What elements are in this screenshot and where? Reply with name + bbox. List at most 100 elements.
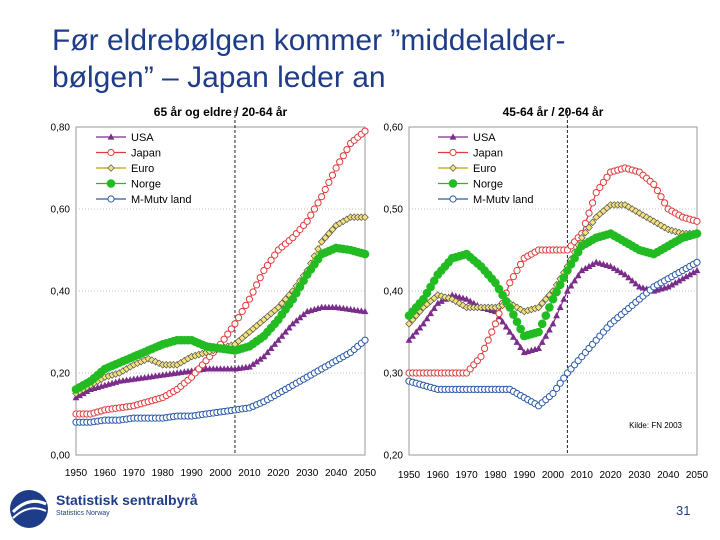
- data-point: [296, 314, 304, 321]
- y-tick-label: 0,60: [384, 123, 404, 134]
- data-point: [405, 320, 413, 328]
- x-tick-label: 2040: [657, 470, 680, 481]
- data-point: [220, 335, 228, 343]
- x-tick-label: 2000: [542, 470, 565, 481]
- data-point: [542, 295, 550, 303]
- title-line-2: bølgen” – Japan leder an: [52, 61, 386, 94]
- data-point: [516, 324, 525, 334]
- data-point: [534, 303, 543, 312]
- data-point: [549, 320, 557, 327]
- data-point: [675, 277, 683, 284]
- data-point: [282, 328, 289, 335]
- data-point: [596, 183, 604, 192]
- x-tick-label: 1970: [123, 468, 146, 479]
- data-point: [227, 325, 235, 333]
- x-tick-label: 2050: [354, 468, 377, 479]
- data-point: [318, 193, 326, 201]
- data-point: [571, 277, 578, 284]
- data-point: [653, 186, 662, 195]
- data-point: [292, 317, 300, 324]
- data-point: [585, 262, 593, 269]
- data-point: [610, 264, 618, 272]
- ssb-logo[interactable]: Statistisk sentralbyrå Statistics Norway: [8, 488, 218, 530]
- data-point: [693, 217, 701, 225]
- data-point: [246, 363, 253, 370]
- x-tick-label: 1990: [513, 470, 536, 481]
- data-point: [513, 338, 521, 345]
- data-point: [679, 275, 686, 282]
- data-point: [603, 173, 611, 181]
- data-point: [517, 343, 524, 350]
- data-point: [517, 260, 525, 268]
- data-point: [321, 185, 329, 194]
- data-point: [506, 328, 514, 335]
- data-point: [289, 320, 297, 327]
- data-point: [310, 205, 319, 213]
- data-point: [343, 145, 351, 154]
- data-point: [693, 258, 701, 266]
- data-point: [581, 228, 590, 237]
- data-point: [148, 356, 156, 364]
- legend-label: Euro: [131, 163, 154, 175]
- data-point: [361, 307, 369, 315]
- legend: USA Japan Euro Norge M-Mutv land: [96, 132, 192, 206]
- x-tick-label: 2010: [238, 468, 261, 479]
- data-point: [339, 152, 347, 160]
- data-point: [325, 178, 333, 186]
- data-point: [661, 199, 669, 207]
- data-point: [574, 272, 582, 279]
- data-point: [505, 303, 515, 312]
- legend-swatch-marker: [449, 133, 457, 140]
- x-tick-label: 1950: [398, 470, 421, 481]
- data-point: [657, 193, 665, 201]
- data-point: [556, 303, 564, 310]
- series-m-mutv-land: [405, 258, 701, 410]
- data-point: [509, 310, 518, 319]
- legend-label: Euro: [473, 163, 496, 175]
- data-point: [672, 279, 679, 286]
- data-point: [510, 333, 517, 340]
- y-tick-label: 0,60: [51, 205, 71, 216]
- data-point: [650, 217, 658, 226]
- data-point: [420, 320, 427, 327]
- data-point: [267, 344, 275, 351]
- data-point: [307, 211, 315, 219]
- y-tick-label: 0,30: [384, 369, 404, 380]
- data-point: [549, 389, 557, 398]
- logo-subtitle: Statistics Norway: [56, 510, 110, 517]
- data-point: [416, 324, 424, 331]
- data-point: [470, 299, 478, 306]
- data-point: [285, 324, 293, 331]
- x-tick-label: 1970: [455, 470, 478, 481]
- source-annotation: Kilde: FN 2003: [629, 421, 682, 430]
- series-norge: [71, 243, 370, 394]
- data-point: [578, 233, 586, 242]
- y-tick-label: 0,40: [384, 287, 404, 298]
- data-point: [560, 374, 568, 382]
- data-point: [560, 295, 568, 302]
- data-point: [632, 280, 640, 287]
- data-point: [692, 229, 702, 238]
- data-point: [624, 203, 633, 211]
- x-tick-label: 1960: [94, 468, 117, 479]
- data-point: [264, 348, 271, 356]
- legend-label: Norge: [473, 179, 503, 191]
- chart-middle-age-ratio: 0,20 0,30 0,40 0,50 0,60 1950 1960 1970 1980 1990…: [384, 105, 709, 481]
- legend-label: M-Mutv land: [473, 194, 534, 206]
- data-point: [271, 251, 279, 259]
- x-tick-label: 2030: [628, 470, 651, 481]
- data-point: [513, 303, 521, 312]
- x-tick-label: 2000: [209, 468, 232, 479]
- y-tick-label: 0,00: [51, 451, 71, 462]
- data-point: [434, 299, 442, 306]
- data-point: [592, 189, 600, 197]
- legend-swatch-marker: [107, 133, 115, 140]
- data-point: [581, 219, 590, 227]
- legend-swatch-marker: [449, 195, 457, 203]
- data-point: [621, 201, 629, 209]
- x-tick-label: 1980: [484, 470, 507, 481]
- data-point: [582, 264, 589, 272]
- data-point: [664, 283, 672, 290]
- data-point: [409, 332, 416, 339]
